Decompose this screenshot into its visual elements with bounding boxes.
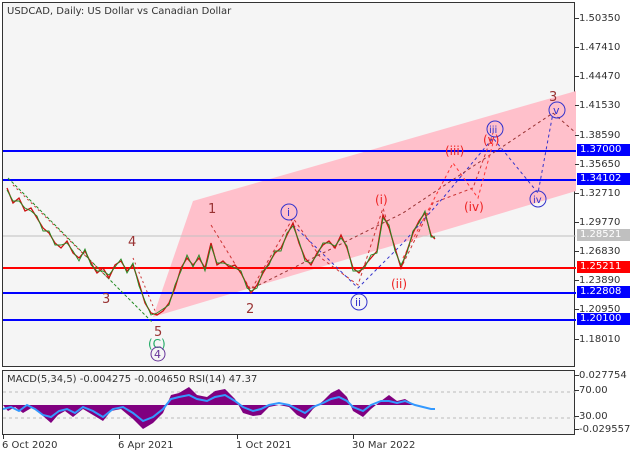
wave-label-v: v (553, 104, 560, 117)
wave-label-i: i (287, 206, 290, 219)
wave-label-3-old: 3 (102, 292, 110, 307)
wave-label-circle-4: 4 (154, 348, 161, 361)
indicator-panel[interactable]: MACD(5,34,5) -0.004275 -0.004650 RSI(14)… (2, 370, 576, 435)
level-tag-134102: 1.34102 (577, 173, 630, 185)
wave-label-ii: ii (355, 296, 361, 309)
wave-label-iii: iii (489, 125, 497, 136)
price-chart-panel[interactable]: 1 2 3 4 3 5 (C) 4 i ii iii iv v (i) (ii)… (2, 2, 576, 367)
price-tick: 1.26830 (574, 246, 621, 257)
date-tick: 6 Oct 2020 (2, 440, 58, 451)
projection-channel (153, 91, 576, 317)
chart-title: USDCAD, Daily: US Dollar vs Canadian Dol… (7, 6, 232, 17)
price-tick: 1.50350 (574, 13, 621, 24)
wave-label-3: 3 (549, 90, 557, 105)
date-tick: 1 Oct 2021 (236, 440, 292, 451)
price-tick: 1.23890 (574, 275, 621, 286)
indicator-tick: 30.00 (575, 411, 608, 422)
wave-label-paren-iii: (iii) (445, 144, 464, 158)
wave-label-paren-i: (i) (375, 193, 388, 207)
indicator-tick: -0.029557 (574, 424, 631, 435)
indicator-tick: 0.027754 (575, 370, 627, 381)
wave-label-5: 5 (154, 325, 162, 340)
price-tick: 1.47410 (574, 42, 621, 53)
level-tag-137000: 1.37000 (577, 144, 630, 156)
price-tick: 1.35650 (574, 159, 621, 170)
price-tick: 1.38590 (574, 130, 621, 141)
price-tick: 1.32710 (574, 188, 621, 199)
indicator-canvas (3, 387, 576, 429)
price-tick: 1.44470 (574, 71, 621, 82)
level-tag-125211: 1.25211 (577, 261, 630, 273)
wave-label-paren-iv: (iv) (464, 200, 484, 214)
wave-label-4-old: 4 (128, 235, 136, 250)
price-tick: 1.18010 (574, 334, 621, 345)
indicator-tick: 70.00 (575, 385, 608, 396)
date-tick: 6 Apr 2021 (118, 440, 174, 451)
wave-label-iv: iv (533, 195, 542, 206)
date-tick: 30 Mar 2022 (352, 440, 416, 451)
wave-label-2: 2 (246, 302, 254, 317)
current-price-tag: 1.28521 (577, 229, 630, 241)
price-tick: 1.41530 (574, 100, 621, 111)
price-chart-canvas: 1 2 3 4 3 5 (C) 4 i ii iii iv v (i) (ii)… (3, 90, 576, 362)
price-tick: 1.20950 (574, 304, 621, 315)
wave-label-paren-ii: (ii) (391, 277, 407, 291)
price-tick: 1.29770 (574, 217, 621, 228)
level-tag-122808: 1.22808 (577, 286, 630, 298)
indicator-label: MACD(5,34,5) -0.004275 -0.004650 RSI(14)… (7, 374, 258, 385)
wave-label-1: 1 (208, 202, 216, 217)
wave-label-paren-v: (v) (483, 133, 499, 147)
level-tag-120100: 1.20100 (577, 313, 630, 325)
